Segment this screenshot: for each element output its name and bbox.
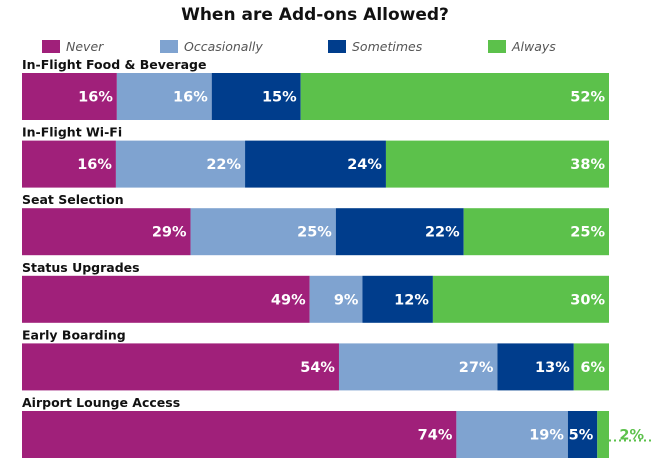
data-label-in-flight-food-beverage-sometimes: 15% [262, 90, 297, 106]
data-label-airport-lounge-access-sometimes: 5% [569, 428, 594, 444]
bar-airport-lounge-access-occasionally [456, 411, 568, 458]
legend-label-never: Never [66, 39, 104, 54]
bar-in-flight-food-beverage-always [300, 73, 609, 120]
bar-in-flight-wi-fi-never [22, 140, 116, 188]
bar-seat-selection-never [22, 208, 191, 256]
legend-label-always: Always [511, 39, 556, 54]
data-label-seat-selection-occasionally: 25% [297, 225, 332, 241]
category-label-in-flight-wi-fi: In-Flight Wi-Fi [22, 125, 122, 140]
bar-early-boarding-sometimes [497, 343, 574, 391]
category-label-status-upgrades: Status Upgrades [22, 260, 140, 275]
bars: In-Flight Food & Beverage 16% 16% 15% 52% In-… [22, 57, 654, 458]
category-label-seat-selection: Seat Selection [22, 192, 124, 207]
bar-status-upgrades-occasionally [309, 275, 363, 323]
bar-in-flight-wi-fi-always [385, 140, 609, 188]
legend-swatch-occasionally [160, 40, 178, 53]
bar-early-boarding-occasionally [338, 343, 498, 391]
legend-swatch-never [42, 40, 60, 53]
data-label-in-flight-wi-fi-never: 16% [77, 157, 112, 173]
data-label-seat-selection-never: 29% [152, 225, 187, 241]
data-label-airport-lounge-access-always: 2% [619, 428, 644, 444]
data-label-status-upgrades-sometimes: 12% [394, 292, 429, 308]
bar-early-boarding-never [22, 343, 339, 391]
bar-in-flight-food-beverage-occasionally [116, 73, 212, 120]
data-label-early-boarding-sometimes: 13% [535, 360, 570, 376]
data-label-airport-lounge-access-never: 74% [418, 428, 453, 444]
data-label-early-boarding-occasionally: 27% [459, 360, 494, 376]
bar-in-flight-wi-fi-sometimes [245, 140, 386, 188]
bar-in-flight-food-beverage-never [22, 73, 117, 120]
bar-airport-lounge-access-never [22, 411, 457, 458]
category-label-early-boarding: Early Boarding [22, 327, 126, 342]
data-label-in-flight-food-beverage-occasionally: 16% [173, 90, 208, 106]
data-label-status-upgrades-occasionally: 9% [334, 292, 359, 308]
legend-swatch-sometimes [328, 40, 346, 53]
bar-seat-selection-occasionally [190, 208, 336, 256]
data-label-early-boarding-never: 54% [300, 360, 335, 376]
bar-early-boarding-always [573, 343, 609, 391]
data-label-in-flight-wi-fi-occasionally: 22% [206, 157, 241, 173]
data-label-status-upgrades-never: 49% [271, 292, 306, 308]
bar-airport-lounge-access-sometimes [567, 411, 598, 458]
data-label-in-flight-food-beverage-never: 16% [78, 90, 113, 106]
data-label-seat-selection-sometimes: 22% [425, 225, 460, 241]
data-label-in-flight-food-beverage-always: 52% [570, 90, 605, 106]
bar-status-upgrades-sometimes [362, 275, 433, 323]
bar-status-upgrades-always [432, 275, 609, 323]
legend-label-sometimes: Sometimes [352, 39, 423, 54]
data-label-in-flight-wi-fi-always: 38% [570, 157, 605, 173]
legend: Never Occasionally Sometimes Always [42, 39, 556, 54]
bar-in-flight-food-beverage-sometimes [211, 73, 301, 120]
data-label-status-upgrades-always: 30% [570, 292, 605, 308]
bar-in-flight-wi-fi-occasionally [115, 140, 246, 188]
data-label-early-boarding-always: 6% [580, 360, 605, 376]
legend-label-occasionally: Occasionally [184, 39, 263, 54]
bar-seat-selection-sometimes [335, 208, 464, 256]
bar-airport-lounge-access-always [597, 411, 609, 458]
legend-swatch-always [488, 40, 506, 53]
category-label-in-flight-food-beverage: In-Flight Food & Beverage [22, 57, 206, 72]
chart-title: When are Add-ons Allowed? [181, 5, 449, 25]
category-label-airport-lounge-access: Airport Lounge Access [22, 395, 180, 410]
data-label-airport-lounge-access-occasionally: 19% [529, 428, 564, 444]
bar-status-upgrades-never [22, 275, 310, 323]
data-label-seat-selection-always: 25% [570, 225, 605, 241]
bar-seat-selection-always [463, 208, 609, 256]
data-label-in-flight-wi-fi-sometimes: 24% [347, 157, 382, 173]
